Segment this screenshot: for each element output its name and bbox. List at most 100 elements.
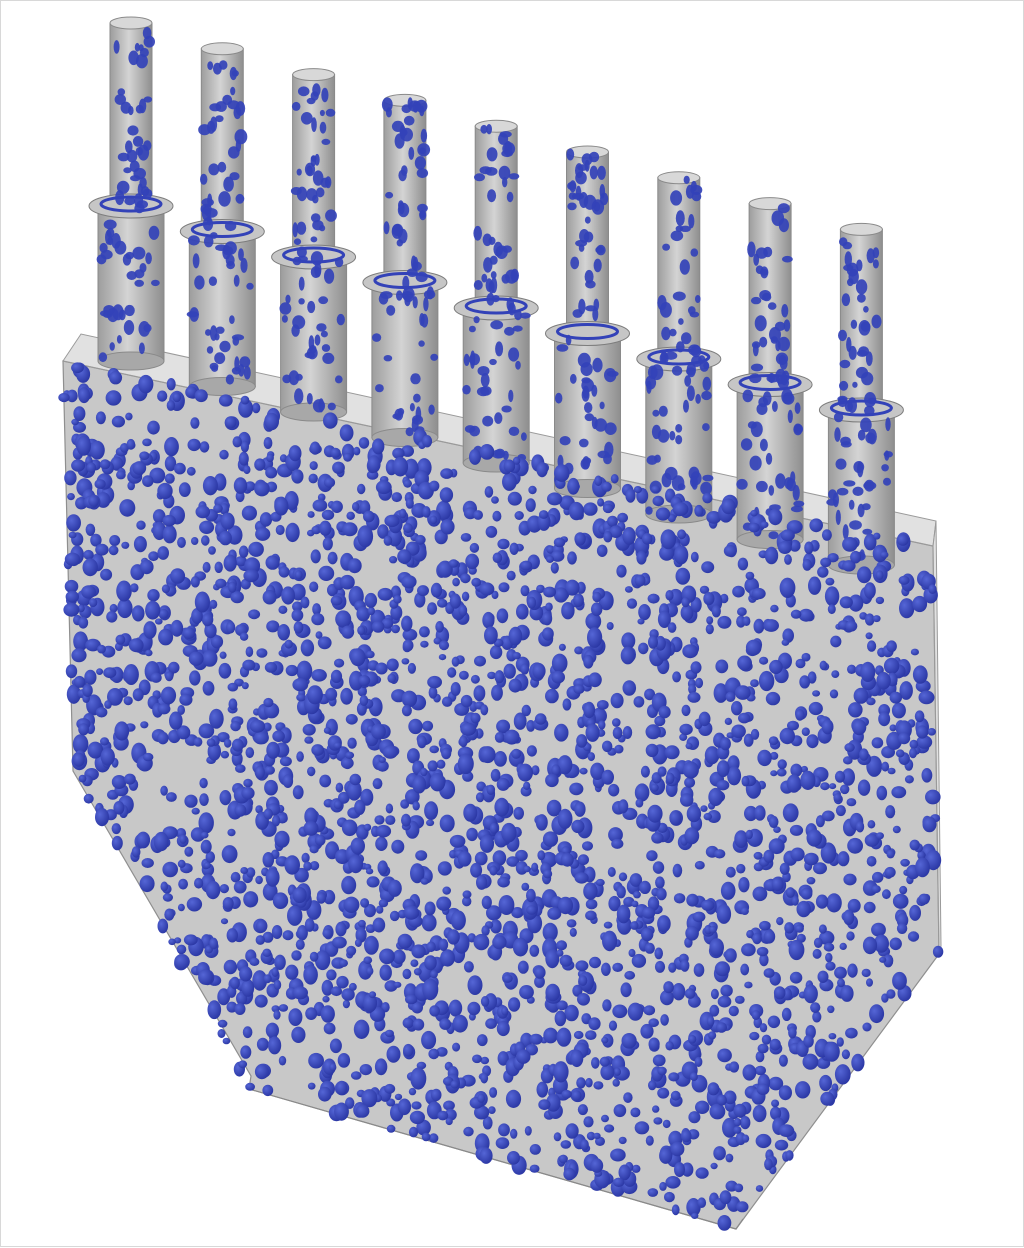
particle [335, 610, 352, 628]
particle [585, 723, 600, 742]
particle [492, 935, 507, 950]
particle [354, 799, 366, 815]
particle [95, 707, 108, 718]
particle [222, 897, 234, 910]
particle [501, 822, 517, 843]
particle [346, 780, 362, 801]
particle [557, 808, 573, 830]
particle [843, 873, 857, 886]
particle [174, 462, 186, 475]
particle [256, 919, 268, 933]
particle [303, 861, 312, 871]
particle [67, 493, 75, 501]
particle [899, 598, 915, 619]
particle [340, 757, 354, 769]
particle [228, 698, 238, 711]
particle [203, 862, 211, 869]
particle [927, 728, 936, 736]
particle [752, 886, 768, 902]
particle [723, 545, 737, 557]
particle [613, 1104, 627, 1118]
particle [232, 436, 242, 448]
particle [857, 779, 871, 796]
particle [820, 842, 837, 864]
particle [841, 1049, 851, 1060]
particle [375, 836, 388, 852]
particle [558, 643, 566, 651]
particle [707, 1082, 720, 1096]
particle [774, 1139, 789, 1151]
particle [143, 621, 157, 639]
particle [543, 586, 557, 598]
particle [214, 561, 223, 573]
particle [547, 492, 563, 506]
particle [589, 956, 601, 969]
particle [304, 807, 318, 826]
particle [898, 575, 910, 585]
particle [550, 550, 565, 562]
particle [224, 738, 232, 748]
particle [557, 755, 573, 775]
particle [386, 658, 399, 672]
particle [439, 1018, 452, 1030]
particle [71, 362, 84, 374]
particle [349, 773, 362, 786]
particle [494, 732, 505, 743]
particle [294, 570, 303, 580]
particle [776, 768, 787, 777]
particle [570, 1049, 584, 1068]
particle [87, 741, 104, 759]
particle [342, 999, 350, 1009]
particle [617, 512, 628, 523]
particle [715, 659, 729, 674]
particle [716, 904, 732, 924]
particle [596, 544, 608, 557]
particle [340, 687, 353, 705]
particle [725, 691, 736, 702]
particle [831, 670, 840, 678]
particle [785, 1150, 794, 1161]
particle [100, 568, 113, 581]
particle [209, 708, 224, 729]
particle [221, 845, 238, 864]
particle [684, 827, 700, 845]
particle [665, 772, 675, 784]
particle [350, 1071, 362, 1080]
particle [580, 1139, 589, 1151]
particle [648, 635, 658, 649]
particle [263, 437, 273, 449]
particle [603, 921, 613, 929]
particle [376, 760, 389, 772]
particle [733, 1103, 747, 1118]
particle [147, 589, 160, 602]
particle [651, 485, 661, 493]
particle [285, 964, 299, 980]
particle [411, 944, 426, 959]
particle [323, 477, 336, 488]
particle [242, 659, 256, 671]
particle [430, 970, 438, 979]
particle [381, 618, 394, 629]
particle [336, 1080, 348, 1095]
particle [925, 789, 941, 805]
particle [806, 734, 819, 749]
particle [353, 1019, 370, 1039]
particle [736, 863, 746, 874]
particle [562, 698, 572, 711]
particle [579, 767, 588, 775]
particle [812, 690, 821, 697]
particle [479, 444, 495, 460]
particle [491, 590, 499, 600]
particle [725, 1153, 734, 1163]
particle [186, 897, 203, 912]
particle [377, 524, 389, 539]
particle [607, 515, 618, 527]
particle [834, 1064, 851, 1085]
particle [542, 611, 553, 626]
particle [253, 731, 269, 745]
particle [210, 635, 224, 649]
particle [202, 561, 211, 573]
particle [272, 730, 285, 742]
particle [833, 793, 842, 802]
